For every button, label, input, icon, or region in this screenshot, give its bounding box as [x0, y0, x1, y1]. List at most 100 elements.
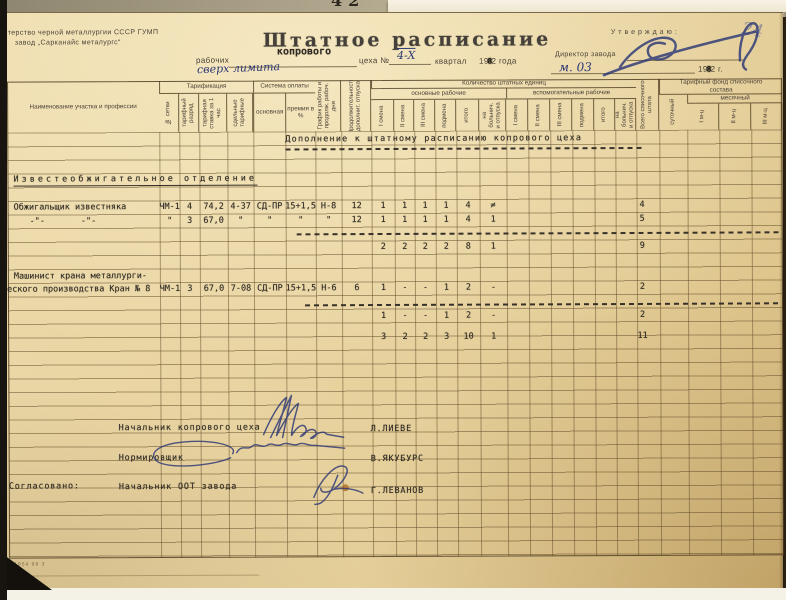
table-cell: 1 [443, 310, 450, 321]
table-cell: " [298, 215, 304, 226]
table-cell: 2 [402, 242, 408, 253]
table-cell: ЧМ-1 [159, 202, 180, 213]
table-cell: 3 [187, 284, 193, 295]
table-cell: 10 [463, 332, 474, 343]
column-header-shift: итого [594, 99, 616, 131]
group-header-aux-workers: вспомогательные рабочие [506, 87, 637, 100]
table-cell: 3 [444, 332, 450, 343]
table-cell: 2 [639, 282, 646, 293]
column-header-month: III м-ц [751, 103, 783, 130]
table-cell: СД-ПР [256, 201, 283, 212]
table-cell: 1 [380, 310, 387, 321]
table-cell: 1 [491, 331, 497, 342]
page-number-partial: 42 [331, 0, 366, 10]
column-header-name: Наименование участка и профессии [29, 102, 137, 111]
table-cell: 15+1,5 [285, 201, 316, 212]
column-header-rate: тарифная ставка за 1 час [199, 93, 228, 132]
table-cell: ЧМ-1 [159, 284, 181, 295]
column-header-total-staff: Всего списочного штата [636, 78, 660, 130]
table-cell: 1 [490, 214, 496, 225]
column-header-shift: на больнич. и отпуска [479, 99, 507, 131]
table-cell: 1 [443, 201, 449, 212]
scanner-background-top [0, 0, 390, 12]
table-cell: 6 [354, 283, 360, 294]
table-cell: 1 [422, 214, 428, 225]
table-cell: - [422, 283, 429, 294]
table-cell: 12 [351, 201, 362, 212]
agreed-label: Согласовано: [8, 481, 80, 492]
table-cell: Машинист крана металлурги- [13, 270, 147, 282]
group-header-monthly: месячный [687, 94, 783, 104]
table-cell: 1 [402, 214, 408, 225]
typed-department: копрового [276, 46, 332, 58]
column-header-shift: на больнич. и отпуска [615, 98, 637, 131]
scanner-background-bottom [0, 588, 786, 600]
column-header-shift: подмена [572, 99, 595, 131]
column-header-piece-rate: сдельные тарифные [227, 93, 254, 132]
column-header-daily: суточный [669, 99, 676, 126]
table-cell: 4-37 [230, 201, 251, 213]
group-header-tariff-fund: Тарифный фонд списочного состава [659, 78, 783, 95]
approve-year: 1982 г. [697, 64, 724, 74]
table-cell: - [490, 310, 497, 321]
group-header-tarification: Тарификация [159, 80, 254, 95]
table-cell: 7-08 [230, 283, 252, 294]
quarter-label: квартал [434, 56, 467, 66]
rate-setter-label: Нормировщик [118, 452, 184, 464]
column-header-shift: итого [456, 99, 480, 131]
table-cell: - [402, 310, 408, 321]
table-cell: 5 [639, 213, 645, 224]
table-cell: 2 [465, 310, 472, 321]
table-cell: Н-8 [320, 201, 337, 212]
table-cell: " [238, 215, 244, 226]
table-cell: 1 [380, 201, 386, 212]
shop-chief-label: Начальник копрового цеха [118, 422, 261, 434]
ministry-line2: завод „Сарканайс металургс“ [14, 39, 121, 47]
table-cell: 1 [490, 241, 496, 252]
table-cell: 1 [443, 283, 450, 294]
table-cell: ≠ [490, 200, 496, 211]
table-cell: -"- -"- [29, 216, 97, 227]
handwritten-over-limit: сверх лимита [196, 60, 281, 77]
table-cell: 67,0 [203, 215, 224, 226]
table-cell: - [422, 310, 429, 321]
column-header-month: II м-ц [719, 103, 752, 130]
table-cell: 1 [380, 214, 386, 226]
group-header-main-workers: основные рабочие [371, 88, 507, 101]
paper-edge-shadow [779, 12, 786, 590]
table-cell: СД-ПР [257, 283, 283, 294]
table-cell: Н-6 [321, 283, 337, 294]
handwritten-shop-number: 4-Х [396, 48, 416, 62]
column-header-shift: II смена [394, 99, 415, 131]
table-cell: " [167, 215, 173, 226]
table-cell: 11 [637, 331, 648, 342]
table-cell: 1 [443, 214, 449, 225]
scanner-edge-left [0, 0, 7, 600]
table-cell: 2 [422, 242, 428, 253]
table-cell: " [267, 215, 273, 226]
column-header-base-pay: основная [253, 93, 286, 132]
table-cell: 1 [380, 283, 387, 294]
table-cell: Обжигальщик известняка [13, 202, 127, 213]
table-cell: 1 [422, 201, 428, 212]
table-cell: " [326, 215, 332, 226]
table-cell: 2 [443, 242, 449, 253]
director-signature-ink [602, 30, 759, 77]
table-cell: Дополнение к штатному расписанию копрово… [285, 132, 583, 145]
quarter-year: 1982 года [478, 56, 517, 66]
handwritten-date: м. 03 [558, 60, 592, 75]
column-header-shift: II смена [528, 99, 551, 131]
table-cell: 4 [639, 200, 645, 211]
table-cell: 4 [465, 200, 471, 211]
column-header-grade: тарифный разряд [179, 93, 200, 132]
table-cell: 1 [402, 201, 408, 212]
table-cell: 2 [465, 282, 472, 293]
handwritten-corner-number: 24 [740, 18, 766, 43]
column-header-shift: I смена [371, 99, 395, 132]
table-cell: 2 [639, 309, 646, 320]
director-label: Директор завода [554, 51, 616, 59]
column-header-shift: III смена [550, 99, 573, 131]
column-header-shift: III смена [414, 99, 436, 131]
